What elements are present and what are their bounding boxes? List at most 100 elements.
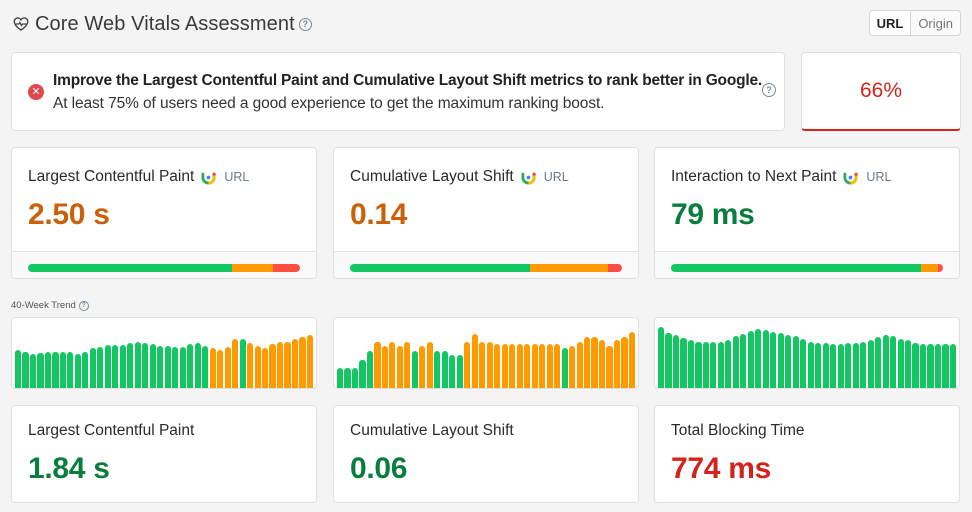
trend-bar[interactable] — [583, 336, 591, 388]
trend-bar[interactable] — [658, 327, 665, 388]
trend-bar[interactable] — [830, 344, 837, 388]
lab-metric-card[interactable]: Largest Contentful Paint 1.84 s — [11, 405, 317, 503]
trend-bar[interactable] — [434, 351, 441, 388]
trend-bar[interactable] — [606, 345, 613, 388]
trend-bar[interactable] — [97, 347, 104, 388]
trend-bar[interactable] — [807, 341, 814, 388]
trend-bar[interactable] — [172, 347, 179, 388]
trend-bar[interactable] — [912, 343, 919, 388]
trend-bar[interactable] — [74, 353, 81, 388]
trend-bar[interactable] — [702, 341, 709, 388]
trend-bar[interactable] — [89, 348, 96, 388]
trend-bar[interactable] — [224, 347, 231, 388]
trend-bar[interactable] — [389, 341, 396, 388]
trend-bar[interactable] — [411, 351, 418, 388]
trend-bar[interactable] — [276, 341, 284, 388]
trend-bar[interactable] — [919, 344, 927, 388]
trend-bar[interactable] — [598, 340, 606, 388]
trend-bar[interactable] — [261, 347, 269, 388]
trend-bar[interactable] — [516, 343, 523, 388]
trend-bar[interactable] — [785, 335, 792, 388]
trend-bar[interactable] — [381, 346, 388, 388]
trend-bar[interactable] — [479, 341, 486, 388]
trend-bar[interactable] — [52, 351, 59, 388]
trend-bar[interactable] — [142, 343, 149, 388]
trend-bar[interactable] — [672, 335, 680, 388]
trend-bar[interactable] — [269, 344, 276, 388]
trend-bar[interactable] — [770, 331, 777, 388]
trend-bar[interactable] — [717, 341, 724, 388]
trend-bar[interactable] — [419, 346, 426, 388]
trend-bar[interactable] — [209, 348, 216, 388]
trend-bar[interactable] — [37, 353, 44, 388]
trend-bar[interactable] — [351, 368, 359, 388]
trend-bar[interactable] — [837, 343, 844, 388]
trend-bar[interactable] — [942, 344, 949, 388]
trend-bar[interactable] — [119, 345, 126, 388]
toggle-url[interactable]: URL — [869, 11, 912, 35]
trend-bar[interactable] — [366, 351, 374, 388]
trend-bar[interactable] — [464, 341, 471, 388]
trend-bar[interactable] — [628, 331, 635, 388]
trend-bar[interactable] — [426, 341, 433, 388]
trend-bar[interactable] — [665, 332, 672, 388]
trend-bar[interactable] — [396, 346, 403, 388]
trend-bar[interactable] — [576, 341, 583, 388]
trend-bar[interactable] — [471, 333, 478, 388]
trend-bar[interactable] — [59, 351, 66, 388]
trend-bar[interactable] — [187, 344, 194, 388]
trend-bar[interactable] — [217, 350, 224, 388]
trend-bar[interactable] — [897, 339, 904, 388]
field-metric-card[interactable]: Interaction to Next Paint URL 79 ms — [654, 147, 960, 279]
trend-bar[interactable] — [202, 346, 209, 388]
trend-bar[interactable] — [22, 351, 29, 388]
trend-bar[interactable] — [725, 339, 732, 388]
trend-bar[interactable] — [374, 341, 381, 388]
trend-bar[interactable] — [732, 335, 739, 388]
trend-bar[interactable] — [149, 344, 156, 388]
trend-bar[interactable] — [777, 332, 784, 388]
field-metric-card[interactable]: Largest Contentful Paint URL 2.50 s — [11, 147, 317, 279]
trend-bar[interactable] — [67, 351, 74, 388]
trend-bar[interactable] — [524, 343, 531, 388]
trend-bar[interactable] — [486, 341, 493, 388]
trend-bar[interactable] — [710, 341, 717, 388]
trend-bar[interactable] — [561, 348, 568, 388]
trend-bar[interactable] — [284, 341, 291, 388]
trend-bar[interactable] — [591, 336, 598, 388]
trend-bar[interactable] — [194, 343, 201, 388]
trend-bar[interactable] — [306, 335, 313, 388]
trend-bar[interactable] — [815, 343, 822, 388]
trend-bar[interactable] — [860, 341, 867, 388]
trend-bar[interactable] — [740, 333, 747, 388]
trend-bar[interactable] — [254, 346, 261, 388]
trend-bar[interactable] — [112, 345, 119, 388]
trend-bar[interactable] — [904, 340, 912, 388]
trend-bar[interactable] — [845, 343, 852, 388]
field-metric-card[interactable]: Cumulative Layout Shift URL 0.14 — [333, 147, 639, 279]
trend-bar[interactable] — [680, 337, 687, 388]
toggle-origin[interactable]: Origin — [918, 15, 953, 31]
trend-bar[interactable] — [291, 339, 299, 388]
trend-bar[interactable] — [404, 341, 411, 388]
trend-bar[interactable] — [531, 343, 538, 388]
trend-bar[interactable] — [127, 343, 134, 388]
trend-bar[interactable] — [755, 328, 762, 388]
trend-bar[interactable] — [179, 347, 186, 388]
trend-bar[interactable] — [104, 345, 111, 388]
trend-bar[interactable] — [456, 355, 463, 388]
trend-bar[interactable] — [441, 351, 448, 388]
trend-bar[interactable] — [509, 343, 516, 388]
trend-bar[interactable] — [875, 336, 882, 388]
trend-bar[interactable] — [554, 343, 561, 388]
trend-bar[interactable] — [613, 340, 621, 388]
lab-metric-card[interactable]: Total Blocking Time 774 ms — [654, 405, 960, 503]
trend-bar[interactable] — [687, 339, 695, 388]
trend-bar[interactable] — [546, 343, 553, 388]
trend-bar[interactable] — [695, 341, 702, 388]
trend-bar[interactable] — [239, 338, 246, 388]
trend-bar[interactable] — [299, 336, 306, 388]
trend-bar[interactable] — [15, 349, 22, 388]
trend-bar[interactable] — [852, 343, 859, 388]
trend-bar[interactable] — [449, 355, 456, 388]
